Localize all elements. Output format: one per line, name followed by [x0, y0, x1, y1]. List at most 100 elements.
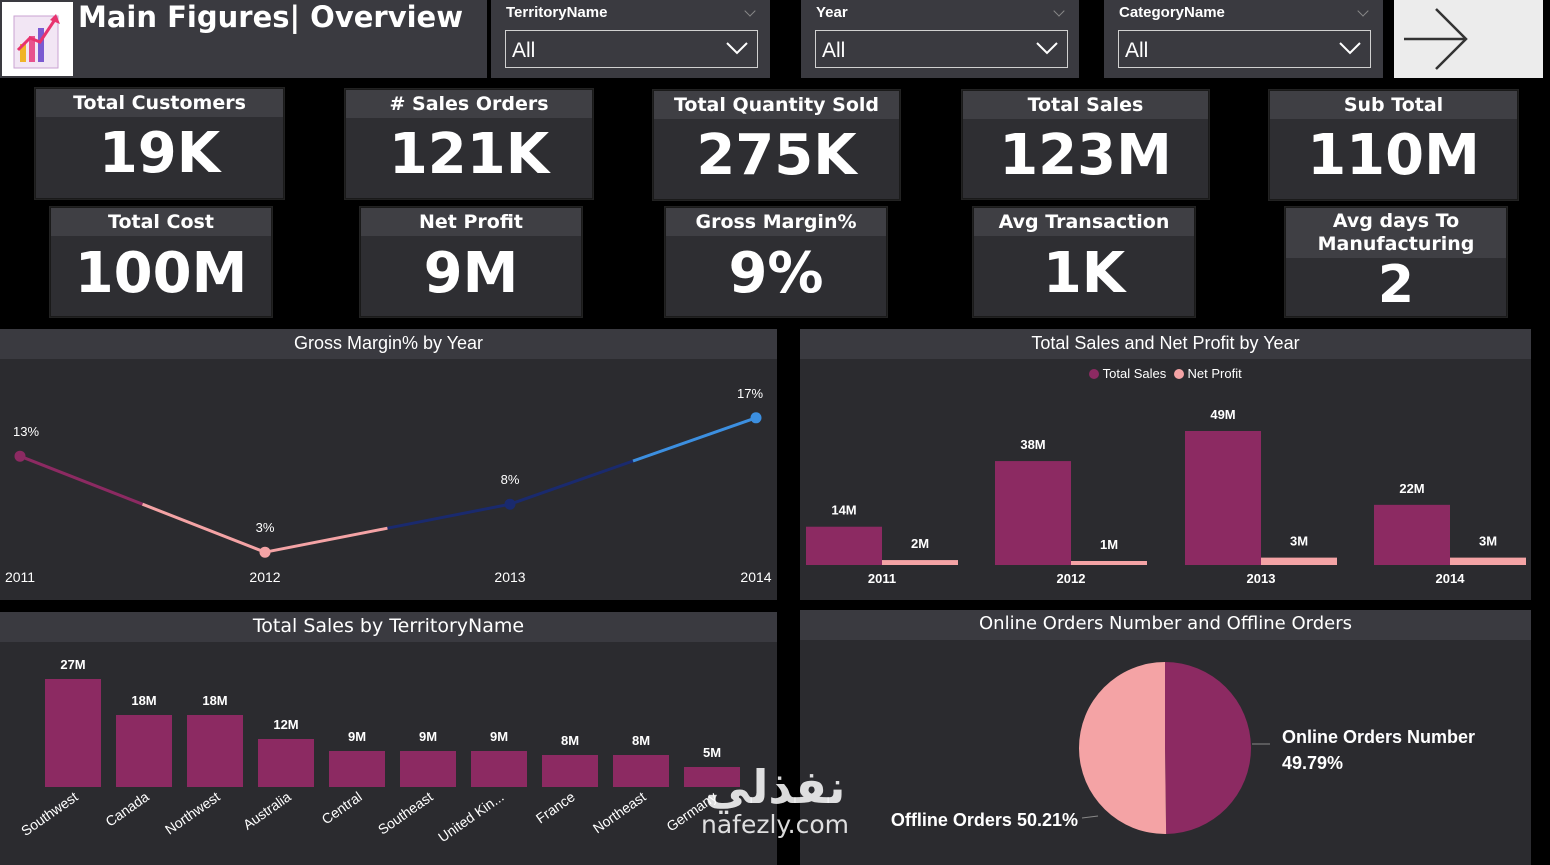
pie-label-name: Online Orders Number	[1282, 727, 1475, 747]
kpi-avg-transaction: Avg Transaction 1K	[973, 207, 1195, 317]
line-segment	[387, 502, 511, 530]
territory-dropdown[interactable]: All	[505, 30, 758, 68]
bar-net-profit	[882, 560, 958, 565]
next-page-button[interactable]	[1394, 0, 1543, 78]
kpi-label: Total Quantity Sold	[654, 91, 899, 119]
bar-total-sales	[1374, 504, 1450, 565]
territory-bar	[116, 715, 172, 787]
bar-total-sales	[806, 526, 882, 565]
x-tick-label: 2012	[1057, 571, 1086, 586]
arrow-right-icon	[1404, 8, 1468, 70]
x-tick-label: France	[533, 788, 578, 826]
chevron-down-icon[interactable]	[744, 5, 756, 17]
chevron-down-icon[interactable]	[1053, 5, 1065, 17]
kpi-value: 275K	[696, 123, 857, 188]
slicer-territory: TerritoryName All	[491, 0, 770, 78]
data-label: 14M	[831, 503, 856, 518]
data-label: 5M	[703, 745, 721, 760]
data-label: 38M	[1020, 437, 1045, 452]
chevron-down-icon	[1036, 42, 1058, 55]
x-tick-label: Northwest	[162, 788, 223, 837]
territory-dropdown-value: All	[512, 39, 536, 62]
territory-bar	[45, 679, 101, 787]
data-label: 3M	[1290, 534, 1308, 549]
bar-net-profit	[1450, 557, 1526, 565]
year-dropdown[interactable]: All	[815, 30, 1068, 68]
gross-margin-line-chart[interactable]: 13% 2011 3% 2012 8% 2013 17% 2014	[0, 359, 777, 600]
kpi-value: 121K	[388, 122, 550, 187]
data-label: 49M	[1210, 407, 1235, 422]
territory-bar	[684, 767, 740, 787]
data-label: 1M	[1100, 537, 1118, 552]
bar-total-sales	[995, 461, 1071, 565]
territory-bar	[329, 751, 385, 787]
kpi-value: 110M	[1307, 123, 1480, 188]
kpi-avg-days: Avg days To Manufacturing 2	[1285, 207, 1507, 317]
chart-title: Total Sales by TerritoryName	[0, 612, 777, 642]
kpi-value: 1K	[1042, 241, 1126, 306]
data-label: 3M	[1479, 534, 1497, 549]
x-tick-label: United Kin...	[435, 788, 507, 845]
x-tick-label: Southeast	[375, 788, 436, 837]
kpi-label: Total Cost	[51, 208, 271, 236]
x-tick-label: 2013	[494, 569, 525, 585]
legend-label[interactable]: Net Profit	[1187, 366, 1242, 381]
kpi-label: Gross Margin%	[666, 208, 886, 236]
territory-bar-chart[interactable]: 27M Southwest 18M Canada 18M Northwest 12M Aust…	[0, 642, 777, 865]
kpi-total-customers: Total Customers 19K	[35, 88, 284, 199]
data-label: 22M	[1399, 481, 1424, 496]
kpi-net-profit: Net Profit 9M	[360, 207, 582, 317]
kpi-label: Avg Transaction	[974, 208, 1194, 236]
data-label: 18M	[202, 693, 227, 708]
x-tick-label: Central	[319, 788, 365, 827]
slicer-territory-label: TerritoryName	[506, 4, 608, 21]
kpi-gross-margin: Gross Margin% 9%	[665, 207, 887, 317]
x-tick-label: 2011	[868, 571, 896, 586]
kpi-label: Total Sales	[963, 91, 1208, 119]
chevron-down-icon	[1339, 42, 1361, 55]
territory-bar	[187, 715, 243, 787]
sales-profit-panel: Total Sales and Net Profit by Year Total…	[800, 329, 1531, 600]
data-label: 17%	[737, 386, 763, 401]
bar-total-sales	[1185, 431, 1261, 565]
legend-dot-total-sales	[1089, 369, 1100, 379]
territory-bar	[613, 755, 669, 787]
kpi-label: # Sales Orders	[346, 90, 592, 118]
x-tick-label: 2014	[1436, 571, 1466, 586]
leader-line	[1081, 815, 1099, 819]
data-label: 9M	[490, 729, 508, 744]
chevron-down-icon	[726, 42, 748, 55]
chevron-down-icon[interactable]	[1357, 5, 1369, 17]
territory-bar	[258, 739, 314, 787]
category-dropdown[interactable]: All	[1118, 30, 1371, 68]
report-logo	[0, 0, 75, 78]
orders-pie-chart[interactable]: Online Orders Number 49.79% Offline Orders…	[800, 640, 1531, 865]
kpi-total-cost: Total Cost 100M	[50, 207, 272, 317]
sales-profit-bar-chart[interactable]: 14M 2M 2011 38M 1M 2012 49M 3M 2013 22M 3M 2014	[800, 384, 1531, 600]
x-tick-label: 2012	[249, 569, 280, 585]
line-point	[14, 450, 26, 462]
kpi-value: 2	[1377, 255, 1415, 315]
category-dropdown-value: All	[1125, 39, 1149, 62]
data-label: 8M	[632, 733, 650, 748]
territory-bar	[471, 751, 527, 787]
kpi-sub-total: Sub Total 110M	[1269, 90, 1518, 200]
kpi-value: 123M	[999, 123, 1172, 188]
x-tick-label: 2013	[1247, 571, 1276, 586]
legend-label[interactable]: Total Sales	[1102, 366, 1167, 381]
bar-net-profit	[1071, 561, 1147, 565]
header-title-box: Main Figures| Overview	[75, 0, 487, 78]
page-title: Main Figures| Overview	[78, 0, 464, 34]
x-tick-label: Australia	[240, 788, 294, 832]
report-logo-icon	[13, 14, 60, 69]
kpi-value: 9%	[728, 241, 824, 306]
kpi-value: 100M	[74, 241, 248, 306]
x-tick-label: Canada	[102, 788, 152, 829]
line-segment	[509, 459, 634, 506]
x-tick-label: 2011	[5, 569, 35, 585]
kpi-label: Sub Total	[1270, 91, 1517, 119]
slicer-category-label: CategoryName	[1119, 4, 1225, 21]
data-label: 18M	[131, 693, 156, 708]
data-label: 9M	[348, 729, 366, 744]
pie-label: Offline Orders 50.21%	[891, 810, 1078, 830]
